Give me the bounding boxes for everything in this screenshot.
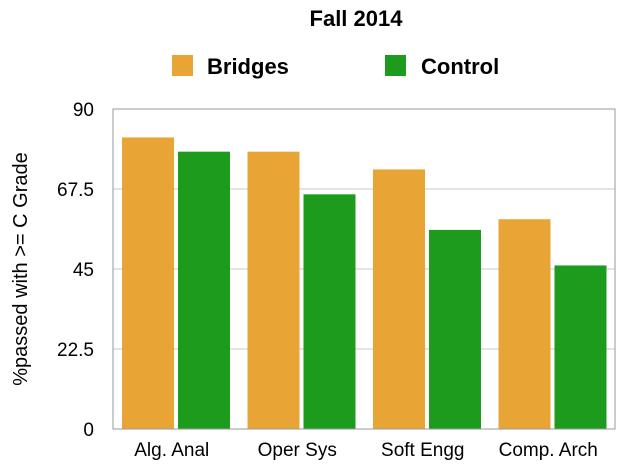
x-axis-labels: Alg. Anal Oper Sys Soft Engg Comp. Arch <box>134 440 598 461</box>
legend-label-bridges: Bridges <box>207 54 289 79</box>
chart-title: Fall 2014 <box>310 6 404 31</box>
y-axis-ticks: 0 22.5 45 67.5 90 <box>57 100 94 441</box>
x-category-label: Alg. Anal <box>134 440 209 461</box>
legend-label-control: Control <box>421 54 499 79</box>
legend-swatch-bridges <box>172 55 193 76</box>
legend-swatch-control <box>385 55 406 76</box>
bar-bridges <box>122 137 174 429</box>
plot-frame <box>112 108 616 430</box>
bar-control <box>429 229 481 429</box>
bar-control <box>178 151 230 429</box>
y-tick-label: 67.5 <box>57 180 94 201</box>
x-category-label: Soft Engg <box>381 440 464 461</box>
y-tick-label: 22.5 <box>57 340 94 361</box>
x-category-label: Oper Sys <box>258 440 337 461</box>
y-tick-label: 0 <box>83 420 94 441</box>
bar-bridges <box>247 151 300 429</box>
bar-bridges <box>498 219 551 429</box>
bar-bridges <box>373 169 425 429</box>
y-tick-label: 45 <box>73 260 94 281</box>
bar-control <box>554 265 607 429</box>
x-category-label: Comp. Arch <box>499 440 598 461</box>
bars <box>122 137 607 429</box>
bar-control <box>303 194 356 429</box>
legend: Bridges Control <box>172 54 499 79</box>
y-tick-label: 90 <box>73 100 94 121</box>
y-axis-title: %passed with >= C Grade <box>10 152 32 385</box>
